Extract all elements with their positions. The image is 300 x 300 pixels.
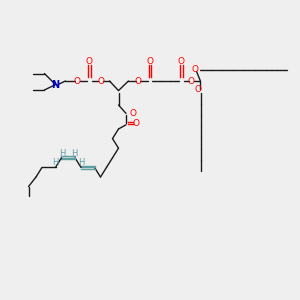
Text: H: H <box>52 158 58 167</box>
Text: O: O <box>97 76 104 85</box>
Text: H: H <box>59 149 65 158</box>
Text: O: O <box>191 65 199 74</box>
Text: H: H <box>71 149 78 158</box>
Text: N: N <box>51 80 60 90</box>
Text: O: O <box>129 109 136 118</box>
Text: O: O <box>194 85 202 94</box>
Text: O: O <box>85 57 93 66</box>
Text: O: O <box>74 76 81 85</box>
Text: H: H <box>78 158 85 167</box>
Text: O: O <box>188 76 195 85</box>
Text: O: O <box>134 76 142 85</box>
Text: O: O <box>146 57 154 66</box>
Text: O: O <box>132 118 139 127</box>
Text: O: O <box>178 57 185 66</box>
